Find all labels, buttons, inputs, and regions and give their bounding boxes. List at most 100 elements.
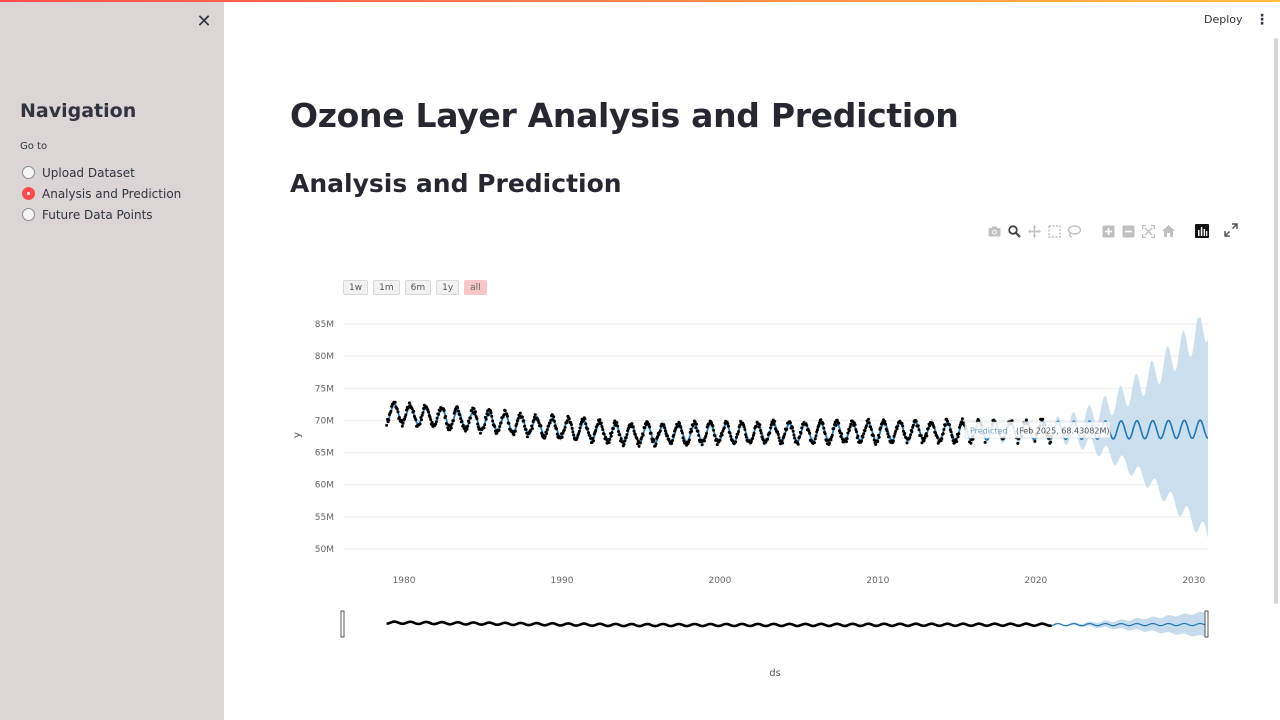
actual-data-point xyxy=(630,422,634,426)
actual-data-point xyxy=(800,426,804,430)
actual-data-point xyxy=(515,422,519,426)
deploy-button[interactable]: Deploy xyxy=(1204,13,1243,26)
radio-button[interactable] xyxy=(22,208,35,221)
range-button-all[interactable]: all xyxy=(464,280,487,295)
actual-data-point xyxy=(665,434,669,438)
lasso-select-icon[interactable] xyxy=(1067,224,1081,238)
actual-data-point xyxy=(768,431,772,435)
reset-axes-icon[interactable] xyxy=(1161,224,1175,238)
range-button-6m[interactable]: 6m xyxy=(404,280,432,295)
actual-data-point xyxy=(936,436,939,439)
actual-data-point xyxy=(503,409,507,413)
actual-data-point xyxy=(814,434,818,438)
actual-data-point xyxy=(591,436,595,440)
actual-data-point xyxy=(586,427,590,431)
x-tick-label: 2000 xyxy=(708,576,731,586)
actual-data-point xyxy=(848,425,852,429)
actual-data-point xyxy=(547,424,551,428)
range-slider-right-handle[interactable] xyxy=(1204,610,1209,638)
actual-data-point xyxy=(518,411,522,415)
actual-data-point xyxy=(412,409,416,413)
actual-data-point xyxy=(449,426,453,430)
radio-button[interactable] xyxy=(22,166,35,179)
radio-option-future-data-points[interactable]: Future Data Points xyxy=(22,204,181,225)
actual-data-point xyxy=(460,419,464,423)
main-scrollbar[interactable] xyxy=(1274,38,1278,604)
autoscale-icon[interactable] xyxy=(1141,224,1155,238)
actual-data-point xyxy=(470,409,474,413)
actual-data-point xyxy=(577,429,581,433)
radio-option-analysis-prediction[interactable]: Analysis and Prediction xyxy=(22,183,181,204)
actual-data-point xyxy=(418,422,422,426)
actual-data-point xyxy=(611,427,615,430)
zoom-icon[interactable] xyxy=(1007,224,1021,238)
fullscreen-icon[interactable] xyxy=(1224,222,1240,238)
actual-data-point xyxy=(495,431,499,435)
box-select-icon[interactable] xyxy=(1047,224,1061,238)
actual-data-point xyxy=(658,429,662,433)
actual-data-point xyxy=(780,439,784,443)
zoom-out-icon[interactable] xyxy=(1121,224,1135,238)
range-slider-left-handle[interactable] xyxy=(340,610,345,638)
actual-data-point xyxy=(726,422,730,426)
actual-data-point xyxy=(550,413,554,417)
close-sidebar-button[interactable]: ✕ xyxy=(194,12,214,32)
radio-button-selected[interactable] xyxy=(22,187,35,200)
actual-data-point xyxy=(863,429,867,433)
actual-data-point xyxy=(742,425,746,429)
zoom-in-icon[interactable] xyxy=(1101,224,1115,238)
actual-data-point xyxy=(813,441,816,445)
actual-data-point xyxy=(769,426,772,430)
actual-data-point xyxy=(484,417,488,421)
actual-data-point xyxy=(637,444,641,448)
range-button-1y[interactable]: 1y xyxy=(436,280,460,295)
actual-data-point xyxy=(1041,417,1045,421)
actual-data-point xyxy=(598,418,602,422)
forecast-chart[interactable]: 85M 80M 75M 70M 65M 60M 55M 50M 1980 1990 2000 201… xyxy=(280,300,1240,690)
radio-option-upload-dataset[interactable]: Upload Dataset xyxy=(22,162,181,183)
range-slider[interactable] xyxy=(340,610,1209,639)
x-tick-label: 2020 xyxy=(1024,576,1047,586)
actual-data-point xyxy=(758,423,762,427)
actual-data-point xyxy=(625,433,629,437)
actual-data-point xyxy=(609,434,613,438)
kebab-menu-icon[interactable]: ⋮ xyxy=(1255,12,1269,28)
actual-data-point xyxy=(571,430,575,434)
actual-data-point xyxy=(608,438,612,441)
actual-data-point xyxy=(421,411,425,415)
actual-data-point xyxy=(465,427,469,431)
actual-data-point xyxy=(798,435,802,439)
actual-data-point xyxy=(766,437,770,441)
actual-data-point xyxy=(513,429,517,433)
actual-data-point xyxy=(883,420,887,424)
actual-data-point xyxy=(663,429,667,433)
actual-data-point xyxy=(867,421,871,425)
actual-data-point xyxy=(754,424,758,428)
actual-data-point xyxy=(429,418,433,422)
actual-data-point xyxy=(626,429,630,433)
actual-data-point xyxy=(403,415,407,419)
actual-data-point xyxy=(493,425,497,428)
actual-data-point xyxy=(467,421,471,425)
pan-icon[interactable] xyxy=(1027,224,1041,238)
actual-data-point xyxy=(891,439,895,443)
actual-data-point xyxy=(459,417,463,421)
actual-data-point xyxy=(861,435,865,439)
actual-data-point xyxy=(601,428,605,431)
actual-data-point xyxy=(400,424,404,428)
actual-data-point xyxy=(435,416,439,420)
actual-data-point xyxy=(813,437,817,441)
plotly-logo-icon[interactable] xyxy=(1195,224,1209,238)
actual-data-point xyxy=(791,426,794,430)
actual-data-point xyxy=(475,417,479,421)
actual-data-point xyxy=(498,425,502,428)
range-button-1m[interactable]: 1m xyxy=(373,280,400,295)
actual-data-point xyxy=(570,423,573,427)
actual-data-point xyxy=(894,429,898,433)
actual-data-point xyxy=(615,421,619,424)
actual-data-point xyxy=(896,424,900,428)
camera-icon[interactable] xyxy=(987,224,1001,238)
actual-data-point xyxy=(785,427,789,431)
actual-data-point xyxy=(893,432,897,436)
range-button-1w[interactable]: 1w xyxy=(343,280,369,295)
